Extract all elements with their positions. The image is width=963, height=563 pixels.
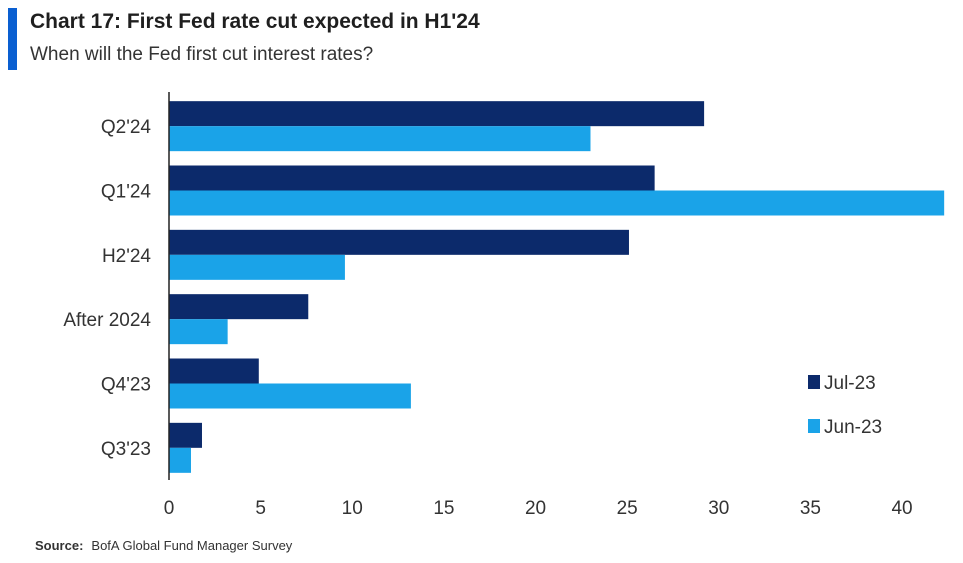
y-tick-label: H2'24 xyxy=(102,246,151,267)
x-tick-label: 20 xyxy=(525,498,546,519)
bar-jul-23-2 xyxy=(169,229,629,255)
x-tick-label: 10 xyxy=(342,498,363,519)
chart-subtitle: When will the Fed first cut interest rat… xyxy=(30,44,374,65)
source-label: Source: xyxy=(35,538,84,553)
x-tick-label: 30 xyxy=(708,498,729,519)
bar-jun-23-0 xyxy=(169,126,591,152)
legend-label: Jun-23 xyxy=(824,417,882,438)
y-tick-label: Q3'23 xyxy=(101,439,151,460)
y-tick-label: Q1'24 xyxy=(101,182,152,203)
legend-label: Jul-23 xyxy=(824,373,876,394)
x-tick-label: 40 xyxy=(891,498,912,519)
legend-swatch-jun-23 xyxy=(808,419,820,433)
bar-jun-23-2 xyxy=(169,254,345,280)
legend-swatch-jul-23 xyxy=(808,375,820,389)
bar-jul-23-4 xyxy=(169,358,259,384)
bar-jul-23-0 xyxy=(169,101,705,127)
bar-jul-23-3 xyxy=(169,294,309,320)
y-tick-label: Q2'24 xyxy=(101,117,152,138)
x-tick-label: 25 xyxy=(617,498,638,519)
bar-jun-23-4 xyxy=(169,383,411,409)
y-tick-label: Q4'23 xyxy=(101,375,151,396)
source-text: BofA Global Fund Manager Survey xyxy=(91,538,293,553)
bar-jun-23-1 xyxy=(169,190,945,216)
x-tick-label: 5 xyxy=(255,498,266,519)
x-tick-label: 0 xyxy=(164,498,175,519)
x-tick-label: 35 xyxy=(800,498,821,519)
bar-jun-23-5 xyxy=(169,447,191,473)
x-tick-label: 15 xyxy=(433,498,454,519)
y-tick-label: After 2024 xyxy=(63,310,151,331)
bar-jun-23-3 xyxy=(169,319,228,345)
bar-jul-23-1 xyxy=(169,165,655,191)
source-note: Source: BofA Global Fund Manager Survey xyxy=(35,538,292,553)
chart-title: Chart 17: First Fed rate cut expected in… xyxy=(30,10,480,33)
title-accent-bar xyxy=(8,8,17,70)
bar-jul-23-5 xyxy=(169,422,202,448)
